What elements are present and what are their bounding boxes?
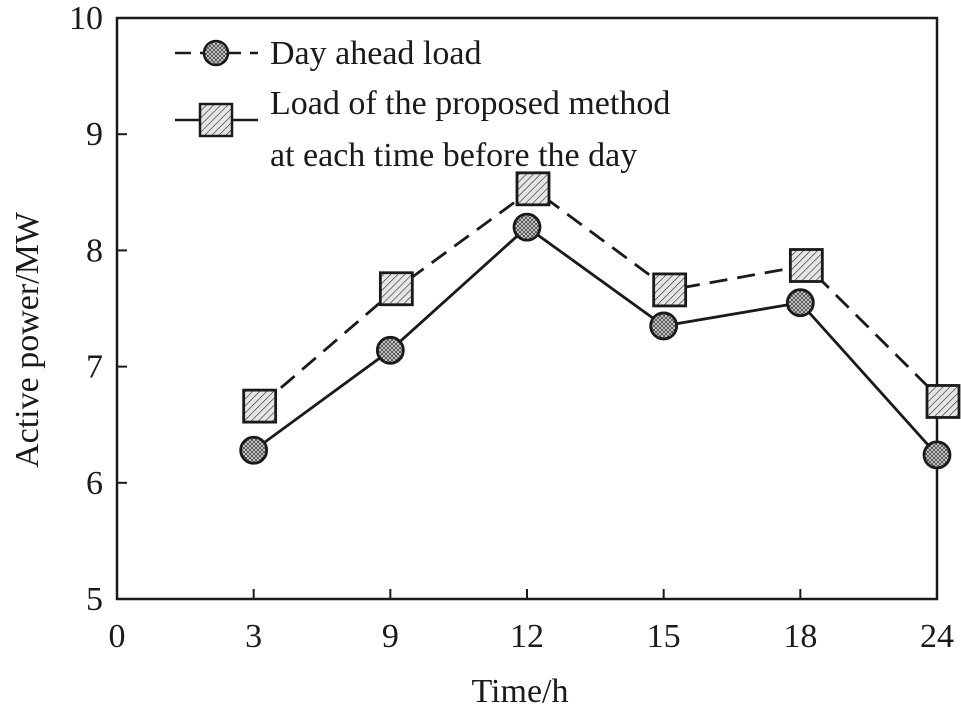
x-tick-label-1: 3 [245,618,262,655]
series-1-point-3 [652,272,688,308]
x-tick-label-6: 24 [920,618,954,655]
series-0-point-3 [649,311,679,341]
x-tick-label-3: 12 [510,618,544,655]
x-tick-label-2: 9 [382,618,399,655]
legend-label-proposed-line1: Load of the proposed method [270,85,670,122]
series-0-point-5 [922,440,952,470]
y-tick-label-2: 7 [86,349,103,386]
series-0-point-0 [239,435,269,465]
series-0-line [252,225,939,456]
series-1-point-0 [242,388,278,424]
x-tick-label-0: 0 [109,618,126,655]
series-0-point-1 [375,335,405,365]
series-1-point-2 [515,171,551,207]
y-tick-label-3: 8 [86,232,103,269]
y-tick-label-5: 10 [69,0,103,37]
y-tick-label-0: 5 [86,581,103,618]
x-axis-ticks: 0 3 9 12 15 18 24 [109,589,954,655]
x-tick-label-4: 15 [647,618,681,655]
legend-label-day-ahead: Day ahead load [270,35,481,72]
series-1-point-5 [925,384,961,419]
y-axis-label: Active power/MW [9,211,46,468]
y-axis-ticks: 5 6 7 8 9 10 [69,0,127,618]
series-0-point-4 [785,288,815,318]
x-axis-label: Time/h [471,673,568,710]
x-tick-label-5: 18 [783,618,817,655]
legend: Day ahead load Load of the proposed meth… [175,35,670,174]
y-tick-label-1: 6 [86,465,103,502]
legend-label-proposed-line2: at each time before the day [270,137,637,174]
legend-marker-circle [202,39,230,67]
series-1-point-4 [788,248,824,283]
legend-marker-square [198,102,234,138]
series-1-point-1 [378,271,414,307]
series-layer [239,171,961,470]
series-1-line [258,187,944,408]
y-tick-label-4: 9 [86,116,103,153]
series-0-point-2 [512,212,542,242]
